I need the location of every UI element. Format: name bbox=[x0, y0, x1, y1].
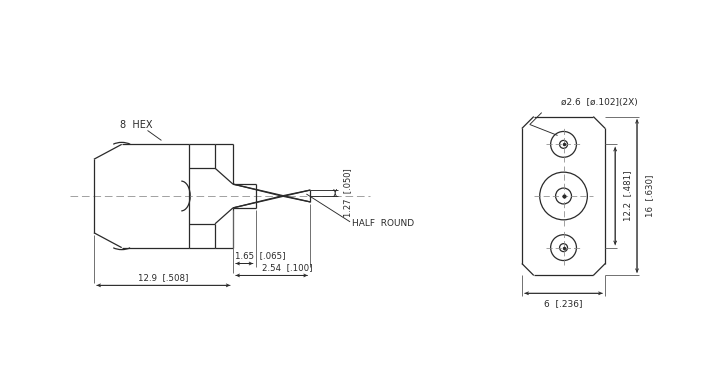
Text: 12.9  [.508]: 12.9 [.508] bbox=[138, 273, 189, 282]
Text: 6  [.236]: 6 [.236] bbox=[544, 299, 582, 308]
Text: 16  [.630]: 16 [.630] bbox=[645, 175, 654, 217]
Text: 8  HEX: 8 HEX bbox=[120, 120, 153, 129]
Text: 1.65  [.065]: 1.65 [.065] bbox=[235, 251, 285, 260]
Text: 1.27  [.050]: 1.27 [.050] bbox=[343, 169, 353, 217]
Text: HALF  ROUND: HALF ROUND bbox=[352, 219, 414, 228]
Text: ø2.6  [ø.102](2X): ø2.6 [ø.102](2X) bbox=[561, 98, 638, 107]
Text: 2.54  [.100]: 2.54 [.100] bbox=[262, 263, 312, 272]
Text: 12.2  [.481]: 12.2 [.481] bbox=[624, 171, 633, 221]
